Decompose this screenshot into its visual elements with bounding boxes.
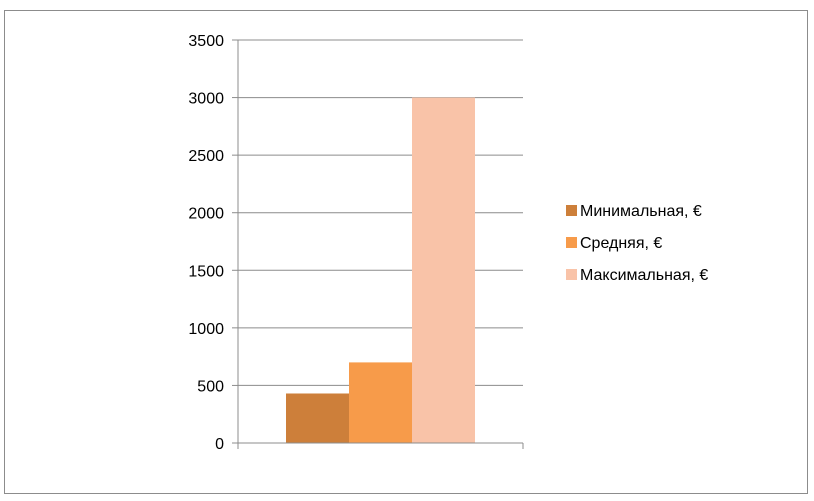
legend-swatch-3 (566, 269, 577, 280)
legend-label-2: Средняя, € (580, 235, 662, 252)
legend-swatch-1 (566, 205, 577, 216)
y-tick-label-1500: 1500 (188, 263, 224, 280)
legend-label-1: Минимальная, € (580, 203, 702, 220)
y-tick-label-3000: 3000 (188, 91, 224, 108)
y-tick-label-2500: 2500 (188, 148, 224, 165)
legend: Минимальная, € Средняя, € Максимальная, € (566, 203, 708, 284)
gridlines (238, 39, 523, 386)
y-tick-label-500: 500 (197, 378, 224, 395)
bars (286, 97, 475, 444)
y-tick-label-1000: 1000 (188, 321, 224, 338)
bar-2 (349, 362, 412, 443)
y-tick-label-2000: 2000 (188, 206, 224, 223)
bar-3 (412, 97, 475, 444)
y-tick-label-3500: 3500 (188, 33, 224, 50)
y-tick-label-0: 0 (215, 436, 224, 453)
legend-label-3: Максимальная, € (580, 267, 708, 284)
bar-1 (286, 393, 349, 443)
axes (232, 39, 524, 449)
y-axis-tick-labels: 0 500 1000 1500 2000 2500 3000 3500 (188, 33, 224, 453)
legend-swatch-2 (566, 237, 577, 248)
